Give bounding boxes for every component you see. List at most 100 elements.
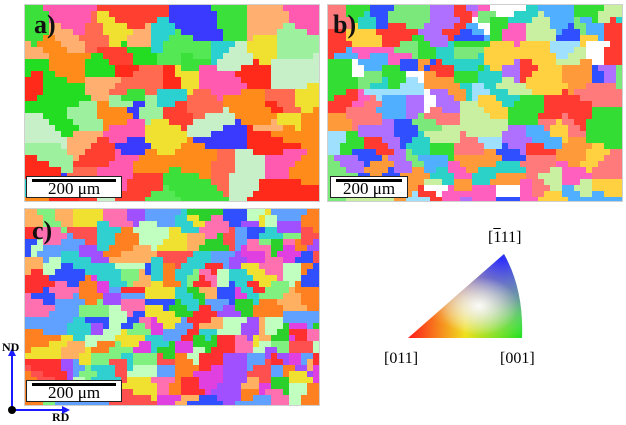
grain-cell [115,341,122,348]
grain-cell [187,173,194,180]
grain-cell [211,101,218,108]
grain-cell [79,215,86,222]
grain-cell [193,281,200,288]
grain-cell [43,95,50,102]
grain-cell [193,185,200,192]
grain-cell [265,23,272,30]
grain-cell [592,161,599,168]
grain-cell [472,83,479,90]
grain-cell [241,179,248,186]
grain-cell [211,353,218,360]
grain-cell [334,47,341,54]
grain-cell [193,293,200,300]
grain-cell [412,197,419,201]
grain-cell [568,167,575,174]
grain-cell [307,17,314,24]
grain-cell [115,401,122,405]
grain-cell [175,233,182,240]
grain-cell [103,347,110,354]
grain-cell [85,113,92,120]
grain-cell [127,389,134,396]
grain-cell [43,155,50,162]
grain-cell [235,161,242,168]
grain-cell [79,335,86,342]
grain-cell [175,29,182,36]
grain-cell [67,95,74,102]
grain-cell [79,89,86,96]
grain-cell [289,107,296,114]
grain-cell [388,71,395,78]
grain-cell [121,323,128,330]
grain-cell [217,221,224,228]
grain-cell [49,359,56,366]
grain-cell [241,305,248,312]
grain-cell [526,119,533,126]
grain-cell [442,47,449,54]
grain-cell [139,209,146,216]
grain-cell [241,107,248,114]
grain-cell [223,353,230,360]
grain-cell [265,401,272,405]
grain-cell [163,191,170,198]
grain-cell [442,113,449,120]
grain-cell [103,41,110,48]
grain-cell [55,143,62,150]
grain-cell [175,323,182,330]
grain-cell [229,359,236,366]
grain-cell [145,377,152,384]
grain-cell [133,389,140,396]
grain-cell [163,95,170,102]
grain-cell [73,83,80,90]
grain-cell [223,125,230,132]
grain-cell [193,155,200,162]
grain-cell [91,257,98,264]
grain-cell [217,41,224,48]
grain-cell [313,23,319,30]
grain-cell [520,143,527,150]
grain-cell [43,47,50,54]
ebsd-map-a [24,4,320,202]
grain-cell [334,155,341,162]
grain-cell [193,5,200,12]
grain-cell [67,53,74,60]
grain-cell [31,299,38,306]
grain-cell [307,179,314,186]
grain-cell [37,107,44,114]
grain-cell [103,197,110,201]
grain-cell [151,329,158,336]
grain-cell [169,263,176,270]
grain-cell [61,263,68,270]
grain-cell [301,167,308,174]
grain-cell [550,173,557,180]
grain-cell [616,35,622,42]
grain-cell [115,215,122,222]
grain-cell [484,143,491,150]
grain-cell [295,17,302,24]
grain-cell [103,137,110,144]
grain-cell [49,41,56,48]
grain-cell [199,161,206,168]
grain-cell [442,77,449,84]
grain-cell [217,191,224,198]
grain-cell [265,323,272,330]
grain-cell [460,143,467,150]
grain-cell [376,59,383,66]
grain-cell [235,71,242,78]
grain-cell [394,47,401,54]
grain-cell [211,11,218,18]
grain-cell [115,5,122,12]
grain-cell [580,131,587,138]
grain-cell [175,149,182,156]
grain-cell [79,53,86,60]
grain-cell [370,143,377,150]
grain-cell [85,287,92,294]
grain-cell [103,35,110,42]
grain-cell [25,251,32,258]
grain-cell [205,197,212,201]
grain-cell [169,17,176,24]
grain-cell [358,71,365,78]
grain-cell [430,65,437,72]
grain-cell [289,389,296,396]
grain-cell [346,83,353,90]
grain-cell [91,215,98,222]
